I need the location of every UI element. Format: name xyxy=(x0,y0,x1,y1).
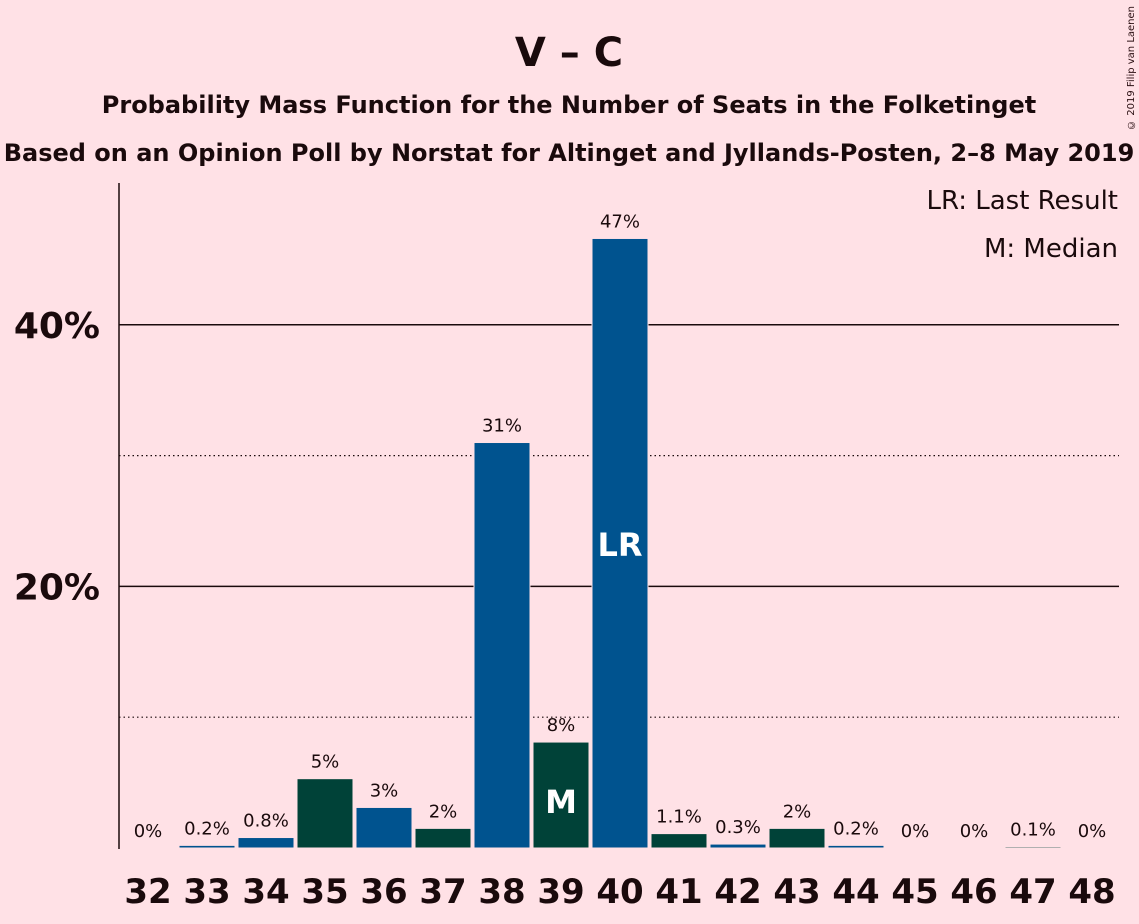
bar-34 xyxy=(237,837,295,849)
x-tick-label: 43 xyxy=(773,872,820,912)
bar-38 xyxy=(473,442,531,849)
x-tick-label: 40 xyxy=(596,872,643,912)
chart-subtitle-source: Based on an Opinion Poll by Norstat for … xyxy=(4,139,1135,167)
x-tick-label: 48 xyxy=(1068,872,1115,912)
bar-value-label: 5% xyxy=(311,752,340,773)
x-axis: 32 33 34 35 36 37 38 39 40 41 42 43 44 45 46 47 48 xyxy=(124,872,1115,912)
bar-value-label: 2% xyxy=(783,801,812,822)
bar-value-label: 0.2% xyxy=(184,818,230,839)
bar-value-label: 0.2% xyxy=(833,818,879,839)
x-tick-label: 32 xyxy=(124,872,171,912)
bar-40 xyxy=(591,237,649,849)
marker-m: M xyxy=(545,783,577,821)
bar-47 xyxy=(1004,846,1062,849)
x-tick-label: 37 xyxy=(419,872,466,912)
bar-value-label: 0% xyxy=(901,821,930,842)
bar-33 xyxy=(178,844,236,849)
bar-value-label: 0.1% xyxy=(1010,820,1056,841)
bar-41 xyxy=(650,833,708,849)
bar-37 xyxy=(414,827,472,849)
bar-36 xyxy=(355,806,413,849)
marker-lr: LR xyxy=(597,526,642,564)
x-tick-label: 33 xyxy=(183,872,230,912)
x-tick-label: 34 xyxy=(242,872,289,912)
legend: LR: Last Result M: Median xyxy=(926,186,1118,264)
x-tick-label: 35 xyxy=(301,872,348,912)
bar-value-label: 0.3% xyxy=(715,817,761,838)
bar-value-label: 3% xyxy=(370,780,399,801)
bar-value-label: 8% xyxy=(547,715,576,736)
bar-44 xyxy=(827,844,885,849)
legend-entry: M: Median xyxy=(984,234,1118,264)
x-tick-label: 45 xyxy=(891,872,938,912)
x-tick-label: 47 xyxy=(1009,872,1056,912)
bar-35 xyxy=(296,778,354,849)
bar-value-label: 47% xyxy=(600,211,640,232)
x-tick-label: 39 xyxy=(537,872,584,912)
gridline-gap xyxy=(466,436,538,441)
x-tick-label: 41 xyxy=(655,872,702,912)
x-tick-label: 36 xyxy=(360,872,407,912)
y-axis: 20% 40% xyxy=(14,183,120,849)
bar-39 xyxy=(532,741,590,849)
x-tick-label: 38 xyxy=(478,872,525,912)
bar-value-label: 31% xyxy=(482,416,522,437)
bar-43 xyxy=(768,827,826,849)
bar-value-label: 0% xyxy=(1078,821,1107,842)
bar-value-label: 0.8% xyxy=(243,811,289,832)
chart-title: V – C xyxy=(515,30,623,76)
legend-entry: LR: Last Result xyxy=(926,186,1118,216)
bar-value-label: 0% xyxy=(134,821,163,842)
y-tick-label: 40% xyxy=(14,306,100,347)
bar-42 xyxy=(709,843,767,849)
bars: 0% 0.2% 0.8% 5% 3% 2% 31% 8% M 47% LR 1.1% 0.3% 2% 0.2… xyxy=(134,211,1107,849)
x-tick-label: 46 xyxy=(950,872,997,912)
x-tick-label: 42 xyxy=(714,872,761,912)
chart-subtitle: Probability Mass Function for the Number… xyxy=(102,91,1036,119)
bar-value-label: 1.1% xyxy=(656,807,702,828)
bar-value-label: 0% xyxy=(960,821,989,842)
y-tick-label: 20% xyxy=(14,567,100,608)
x-tick-label: 44 xyxy=(832,872,879,912)
gridline-gap xyxy=(584,232,656,237)
bar-value-label: 2% xyxy=(429,801,458,822)
